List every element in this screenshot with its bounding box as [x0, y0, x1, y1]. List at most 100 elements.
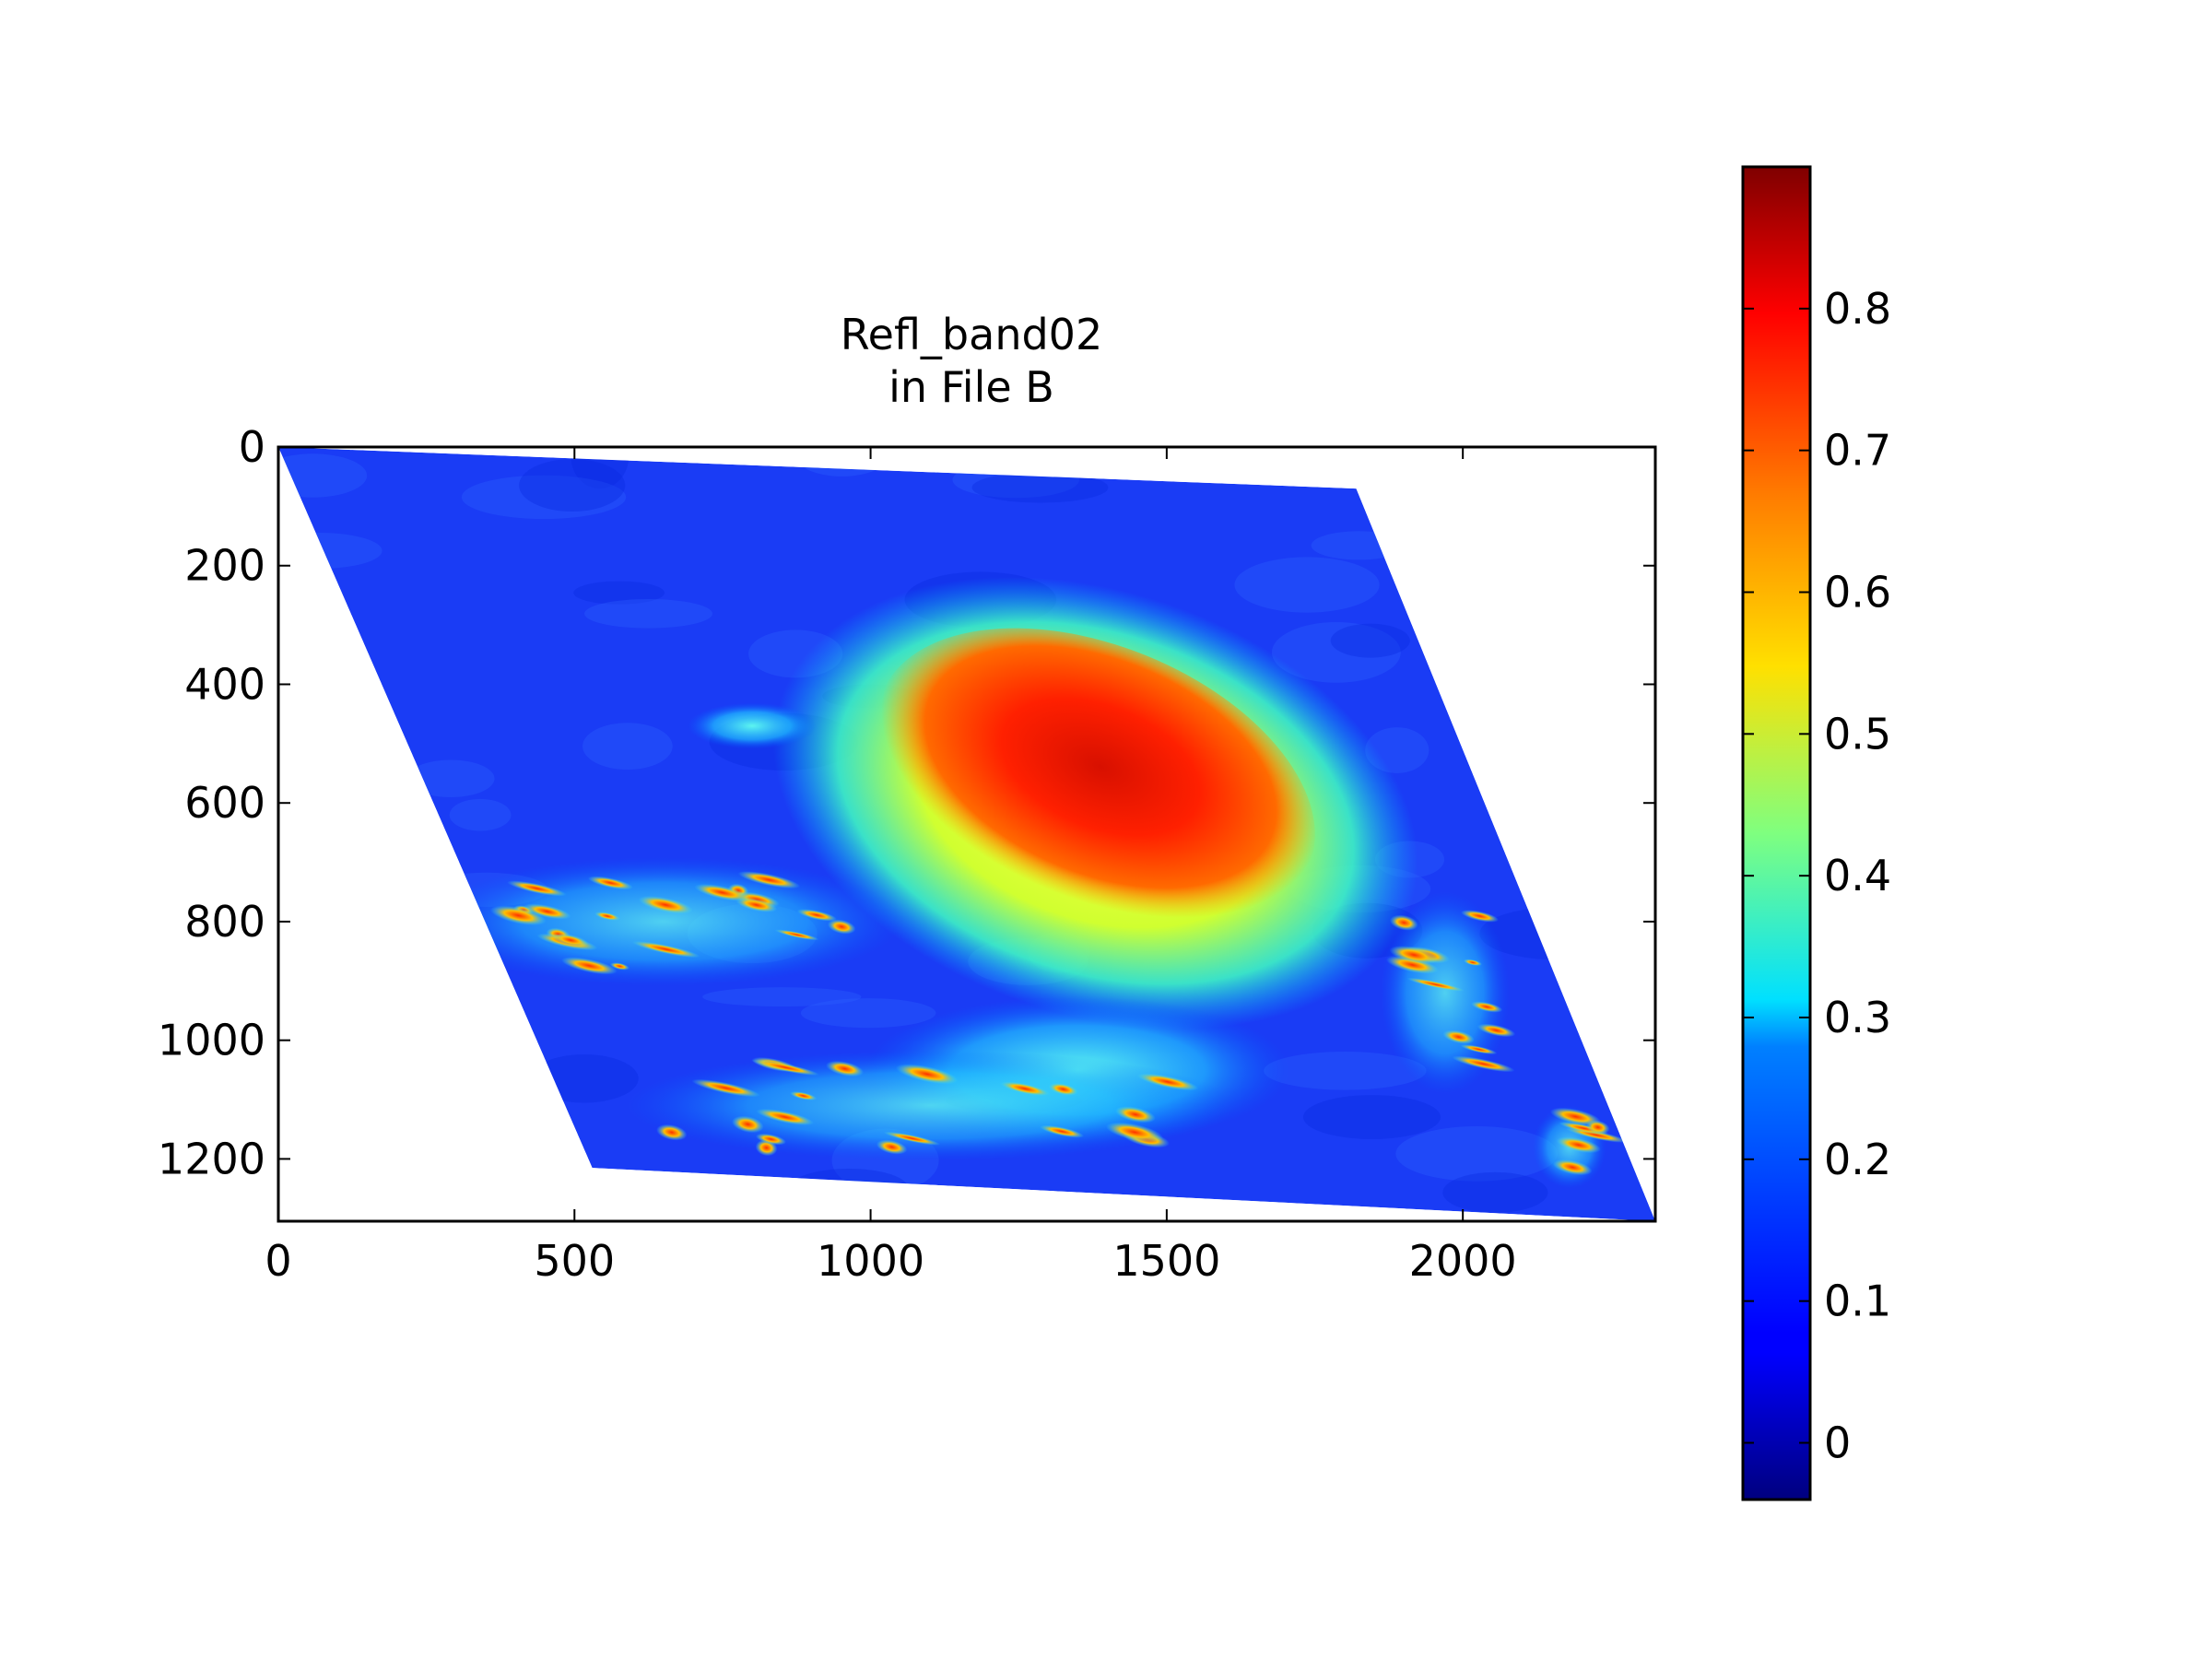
texture-mark	[1264, 1051, 1427, 1090]
cloud-streak	[790, 1091, 818, 1100]
texture-mark	[529, 1054, 639, 1103]
x-axis: 0 500 1000 1500 2000	[265, 447, 1517, 1286]
y-tick-label: 400	[184, 659, 265, 709]
texture-mark	[1302, 1095, 1441, 1139]
cloud-streak	[1556, 1136, 1601, 1154]
y-tick-label: 600	[184, 778, 265, 828]
cloud-core	[876, 628, 1315, 931]
x-tick-label: 1500	[1112, 1236, 1220, 1286]
texture-mark	[971, 472, 1109, 503]
texture-mark	[582, 723, 673, 771]
texture-mark	[278, 453, 368, 498]
cloud-streak	[507, 880, 567, 897]
cloud-streak	[443, 946, 482, 958]
cloud-streak	[489, 905, 547, 925]
colorbar-tick-label: 0.8	[1824, 284, 1891, 334]
cloud-streak	[1585, 1120, 1610, 1135]
texture-mark	[1594, 1047, 1655, 1081]
cloud-streak	[523, 903, 571, 920]
cloud-streak	[1470, 1001, 1503, 1013]
colorbar-tick-label: 0.4	[1824, 851, 1891, 900]
cloud-streak	[1460, 910, 1500, 923]
colorbar-tick-label: 0.1	[1824, 1277, 1891, 1326]
cloud-streak	[656, 1124, 688, 1141]
cloud-streak	[638, 896, 693, 914]
texture-mark	[441, 1164, 578, 1211]
cloud-streak	[826, 1060, 865, 1077]
texture-mark	[573, 581, 665, 605]
texture-mark	[1133, 1206, 1297, 1221]
texture-mark	[278, 780, 373, 840]
texture-mark	[347, 1058, 504, 1099]
cloud-streak	[1389, 946, 1439, 965]
texture-mark	[789, 1168, 909, 1208]
cloud-streak	[876, 1139, 908, 1155]
texture-mark	[405, 1094, 512, 1135]
cloud-streak	[1442, 1030, 1475, 1044]
texture-mark	[278, 533, 382, 570]
y-tick-label: 800	[184, 897, 265, 947]
colorbar-tick-label: 0.2	[1824, 1135, 1891, 1184]
chart-title: Refl_band02 in File B	[276, 309, 1666, 414]
texture-mark	[1311, 531, 1406, 560]
cloud-streak	[774, 929, 819, 941]
title-line-2: in File B	[888, 362, 1054, 412]
cloud-streak	[1000, 1081, 1051, 1097]
cloud-streak	[732, 1115, 764, 1134]
cloud-streak	[827, 919, 856, 935]
cloud-streak	[1389, 914, 1418, 931]
texture-mark	[1579, 769, 1655, 797]
reflectance-image	[278, 447, 1655, 1221]
cloud-streak	[1549, 1107, 1601, 1126]
cloud-streak	[1552, 1159, 1593, 1176]
texture-mark	[278, 970, 341, 1010]
x-tick-label: 1000	[817, 1236, 924, 1286]
texture-mark	[449, 798, 512, 831]
title-line-1: Refl_band02	[840, 310, 1103, 359]
cloud-streak	[883, 1131, 941, 1146]
y-tick-label: 0	[239, 422, 265, 472]
colorbar: 0 0.1 0.2 0.3 0.4 0.5 0.6 0.7 0.8	[1741, 165, 1891, 1501]
texture-mark	[461, 475, 627, 520]
cloud-streak	[796, 909, 837, 922]
cloud-streak	[755, 1133, 787, 1146]
texture-mark	[584, 598, 713, 629]
y-axis: 0 200 400 600 800 1000 1200	[158, 422, 1655, 1183]
cloud-streak	[588, 876, 633, 890]
texture-mark	[291, 922, 422, 948]
texture-mark	[1583, 575, 1655, 613]
cloud-streak	[1463, 959, 1483, 966]
x-tick-label: 2000	[1409, 1236, 1517, 1286]
cloud-streak	[594, 912, 620, 921]
cloud-cluster	[1380, 891, 1510, 1095]
cloud-streak	[631, 940, 700, 959]
cloud-streak	[735, 897, 778, 912]
texture-mark	[702, 987, 862, 1007]
colorbar-tick-label: 0.3	[1824, 993, 1891, 1042]
texture-mark	[1271, 622, 1401, 683]
texture-mark	[1395, 1125, 1559, 1182]
texture-mark	[1234, 557, 1380, 613]
y-tick-label: 1000	[158, 1016, 265, 1065]
cloud-streak	[1460, 1044, 1498, 1054]
cloud-streak	[895, 1064, 959, 1085]
texture-mark	[794, 447, 889, 477]
cloud-cluster	[625, 1050, 1234, 1161]
texture-mark	[1330, 623, 1410, 658]
cloud-streak	[1477, 1023, 1516, 1038]
colorbar-tick-label: 0.5	[1824, 709, 1891, 759]
cloud-streak	[756, 1108, 815, 1125]
cloud-streak	[694, 884, 750, 901]
cloud-patch	[688, 702, 818, 749]
axes-frame	[276, 445, 1657, 1223]
texture-mark	[314, 836, 388, 877]
texture-mark	[519, 459, 626, 512]
texture-mark	[296, 846, 371, 888]
x-tick-label: 500	[534, 1236, 615, 1286]
texture-mark	[800, 998, 936, 1029]
y-tick-label: 1200	[158, 1134, 265, 1183]
cloud-streak	[1136, 1073, 1199, 1091]
x-tick-label: 0	[265, 1236, 291, 1286]
y-tick-label: 200	[184, 541, 265, 591]
